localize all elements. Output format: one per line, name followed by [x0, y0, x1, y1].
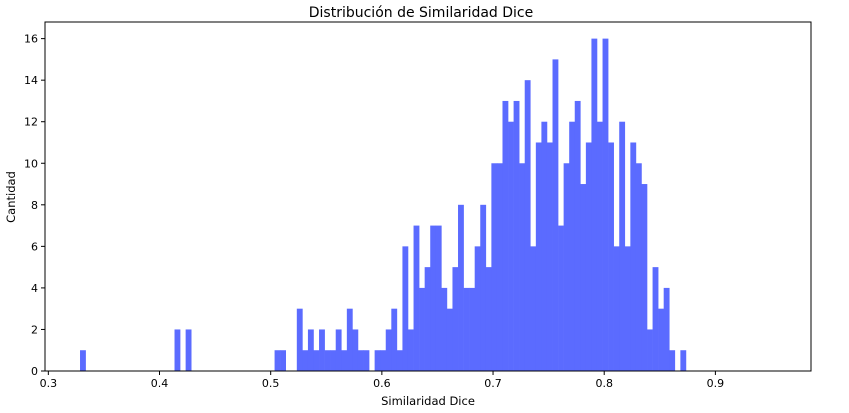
histogram-bar [280, 350, 286, 371]
histogram-bar [519, 163, 526, 371]
chart-title: Distribución de Similaridad Dice [309, 5, 534, 21]
y-tick-label: 0 [31, 365, 38, 378]
histogram-bar [474, 246, 481, 371]
histogram-bar [458, 204, 464, 371]
x-tick-label: 0.7 [484, 377, 502, 390]
histogram-bar [346, 308, 353, 371]
histogram-bar [541, 121, 548, 371]
histogram-bar [608, 142, 614, 371]
histogram-bar [630, 142, 637, 371]
y-tick-label: 8 [31, 199, 38, 212]
y-tick-label: 2 [31, 323, 38, 336]
histogram-bar [669, 350, 676, 371]
histogram-bar [452, 267, 459, 371]
histogram-bar [641, 184, 648, 371]
histogram-bar [330, 350, 337, 371]
histogram-bar [680, 350, 687, 371]
bars-group [80, 38, 687, 372]
histogram-bar [546, 142, 553, 371]
histogram-bar [385, 329, 392, 371]
histogram-bar [446, 308, 453, 371]
histogram-bar [619, 121, 626, 371]
histogram-bar [302, 350, 309, 371]
histogram-bar [469, 287, 475, 371]
histogram-bar [407, 329, 414, 371]
histogram-bar [663, 287, 670, 371]
histogram-bar [485, 267, 492, 371]
histogram-bar [319, 329, 325, 371]
histogram-bar [463, 287, 470, 371]
histogram-bar [530, 246, 537, 371]
histogram-bar [647, 329, 653, 371]
histogram-bar [391, 308, 398, 371]
histogram-bar [402, 246, 409, 371]
histogram-bar [313, 350, 320, 371]
y-tick-label: 6 [31, 240, 38, 253]
histogram-bar [324, 350, 331, 371]
histogram-bar [658, 308, 664, 371]
x-axis-label: Similaridad Dice [381, 394, 475, 408]
histogram-bar [352, 329, 359, 371]
x-tick-label: 0.5 [262, 377, 280, 390]
histogram-bar [502, 100, 509, 371]
histogram-bar [341, 350, 348, 371]
histogram-bar [80, 350, 86, 371]
histogram-bar [602, 38, 609, 371]
histogram-bar [424, 267, 431, 371]
y-tick-label: 14 [24, 74, 38, 87]
histogram-bar [591, 38, 598, 371]
y-tick-label: 16 [24, 33, 38, 46]
histogram-bar [480, 204, 487, 371]
histogram-bar [435, 225, 442, 371]
histogram-bar [569, 121, 576, 371]
histogram-bar [396, 350, 403, 371]
histogram-bar [185, 329, 192, 371]
histogram-bar [441, 287, 448, 371]
histogram-bar [613, 246, 620, 371]
histogram-bar [552, 59, 559, 372]
x-axis: 0.3 0.4 0.5 0.6 0.7 0.8 0.9 [40, 371, 725, 390]
histogram-bar [652, 267, 659, 371]
y-axis: 0 2 4 6 8 10 12 14 16 [24, 33, 45, 378]
histogram-bar [508, 121, 514, 371]
histogram-bar [496, 163, 503, 371]
histogram-bar [419, 287, 425, 371]
histogram-bar [580, 184, 587, 371]
y-tick-label: 4 [31, 282, 38, 295]
histogram-bar [174, 329, 181, 371]
histogram-bar [635, 163, 642, 371]
x-tick-label: 0.4 [151, 377, 169, 390]
histogram-bar [558, 225, 564, 371]
plot-frame [44, 21, 812, 372]
y-tick-label: 12 [24, 116, 38, 129]
histogram-bar [524, 80, 531, 372]
histogram-bar [513, 100, 520, 371]
histogram-bar [296, 308, 303, 371]
histogram-bar [307, 329, 314, 371]
histogram-bar [335, 329, 342, 371]
y-axis-label: Cantidad [4, 171, 18, 223]
histogram-bar [374, 350, 381, 371]
x-tick-label: 0.9 [707, 377, 725, 390]
histogram-bar [596, 121, 603, 371]
histogram-bar [363, 350, 370, 371]
histogram-bar [535, 142, 542, 371]
x-tick-label: 0.6 [373, 377, 391, 390]
histogram-bar [574, 100, 581, 371]
histogram-bar [274, 350, 281, 371]
histogram-bar [585, 142, 592, 371]
x-tick-label: 0.3 [40, 377, 58, 390]
x-tick-label: 0.8 [595, 377, 613, 390]
histogram-bar [563, 163, 570, 371]
histogram-bar [430, 225, 437, 371]
histogram-bar [491, 163, 498, 371]
histogram-bar [380, 350, 387, 371]
histogram-bar [624, 246, 631, 371]
histogram-bar [413, 225, 420, 371]
histogram-bar [357, 350, 364, 371]
y-tick-label: 10 [24, 157, 38, 170]
